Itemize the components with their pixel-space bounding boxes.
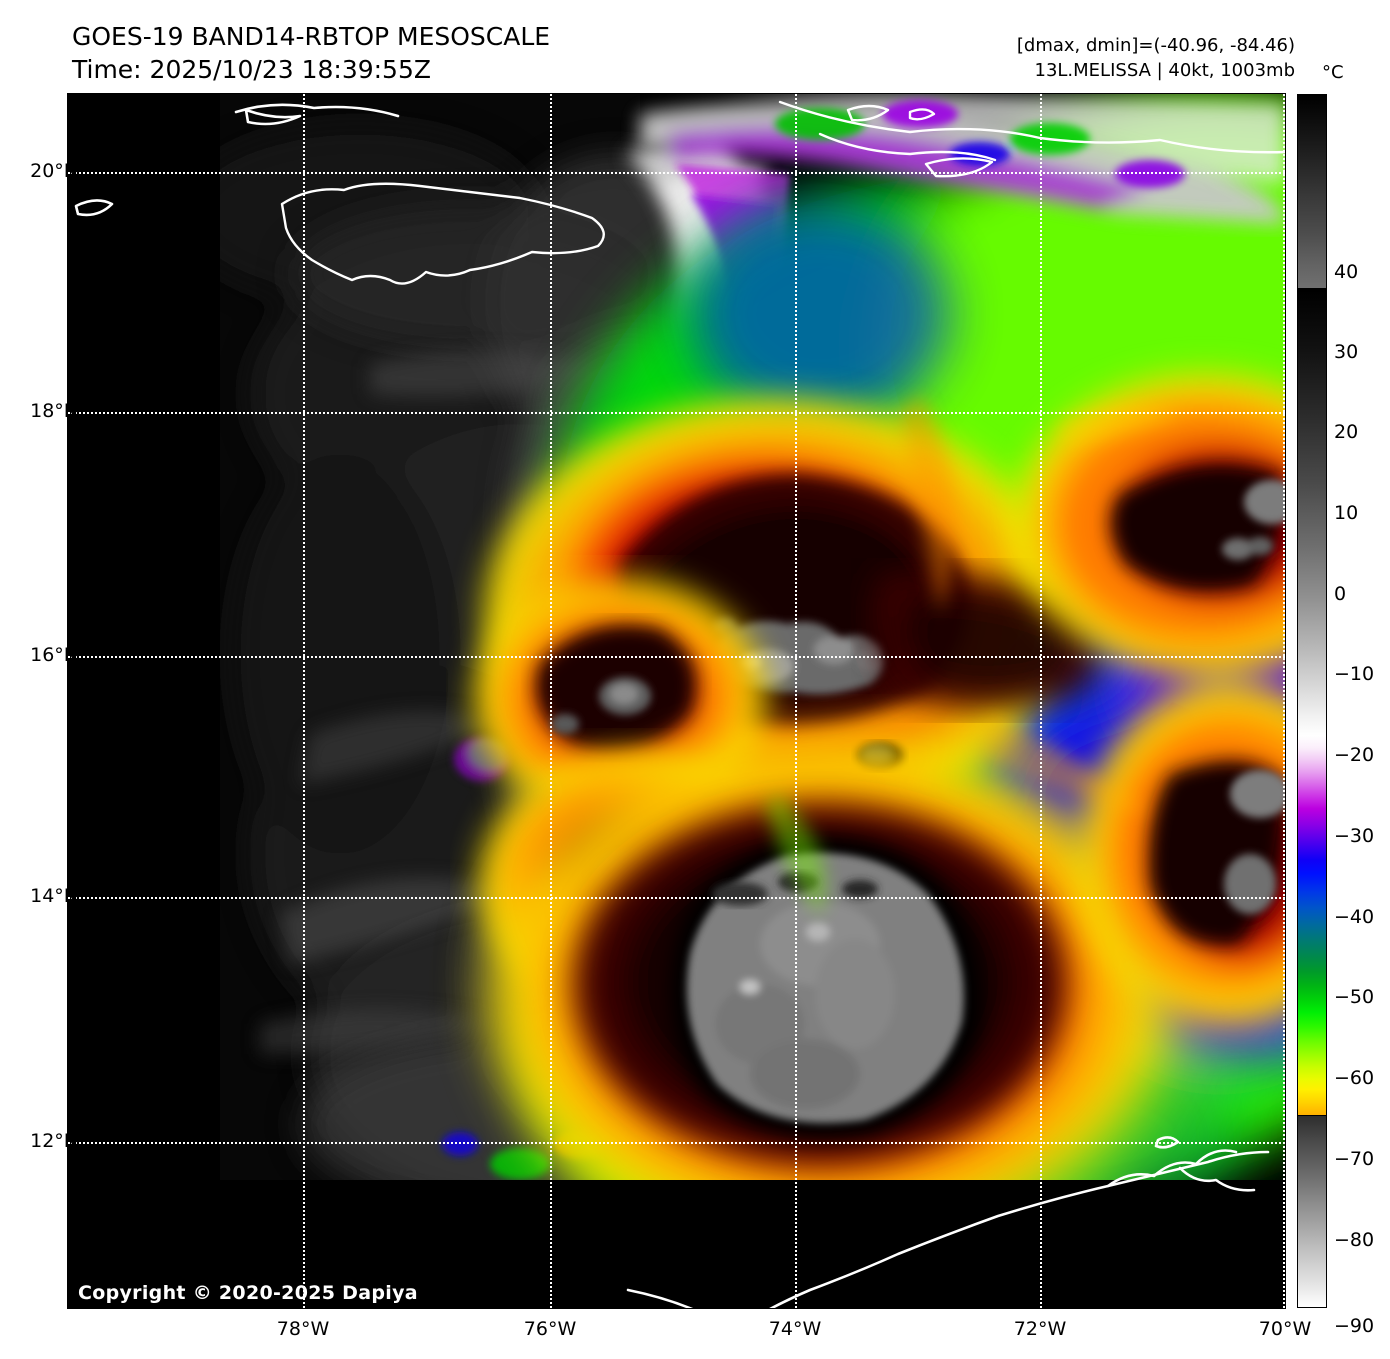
gridline-lat-14	[68, 897, 1285, 899]
storm-info-label: 13L.MELISSA | 40kt, 1003mb	[1034, 60, 1296, 81]
colorbar-tick-neg30: −30	[1334, 825, 1375, 847]
colorbar-tick-neg80: −80	[1334, 1229, 1375, 1251]
copyright-label: Copyright © 2020-2025 Dapiya	[78, 1282, 418, 1304]
gridline-lon-72	[1040, 94, 1042, 1308]
gridline-lon-70	[1283, 94, 1285, 1308]
lon-tick-70w: 70°W	[1258, 1318, 1312, 1340]
lon-tick-72w: 72°W	[1013, 1318, 1067, 1340]
colorbar-unit-label: °C	[1322, 62, 1344, 83]
coastline-overlay-raster	[280, 100, 1285, 285]
lat-tick-14n: 14°N	[30, 885, 78, 907]
lon-tick-78w: 78°W	[276, 1318, 330, 1340]
gridline-lat-20	[68, 172, 1285, 174]
page-title: GOES-19 BAND14-RBTOP MESOSCALE Time: 202…	[72, 20, 550, 86]
gridline-lat-12	[68, 1142, 1285, 1144]
gridline-lon-78	[303, 94, 305, 1308]
colorbar-tick-neg70: −70	[1334, 1148, 1375, 1170]
product-title: GOES-19 BAND14-RBTOP MESOSCALE	[72, 22, 551, 51]
colorbar-tick-20: 20	[1334, 421, 1359, 443]
lon-tick-74w: 74°W	[768, 1318, 822, 1340]
colorbar-tick-10: 10	[1334, 502, 1359, 524]
colorbar-segment-cold-gray	[1297, 1115, 1327, 1308]
gridline-lon-74	[795, 94, 797, 1308]
colorbar-tick-40: 40	[1334, 261, 1359, 283]
colorbar-tick-0: 0	[1334, 583, 1347, 605]
gridline-lat-16	[68, 656, 1285, 658]
colorbar-tick-neg50: −50	[1334, 986, 1375, 1008]
satellite-image-plot	[68, 94, 1285, 1308]
dmax-dmin-label: [dmax, dmin]=(-40.96, -84.46)	[1016, 35, 1295, 56]
lat-tick-12n: 12°N	[30, 1130, 78, 1152]
colorbar-tick-neg20: −20	[1334, 744, 1375, 766]
colorbar-tick-30: 30	[1334, 341, 1359, 363]
colorbar-segment-warm-gray	[1297, 94, 1327, 289]
colorbar-tick-neg40: −40	[1334, 906, 1375, 928]
lon-tick-76w: 76°W	[523, 1318, 577, 1340]
gridline-lon-76	[550, 94, 552, 1308]
timestamp-label: Time: 2025/10/23 18:39:55Z	[72, 55, 431, 84]
colorbar-tick-neg60: −60	[1334, 1067, 1375, 1089]
coastline-overlay-void	[74, 103, 1270, 1308]
lat-tick-18n: 18°N	[30, 400, 78, 422]
metadata-block: [dmax, dmin]=(-40.96, -84.46) 13L.MELISS…	[1017, 33, 1295, 83]
lat-tick-16n: 16°N	[30, 644, 78, 666]
colorbar-tick-neg90: −90	[1334, 1315, 1375, 1337]
colorbar	[1297, 94, 1327, 1308]
gridline-lat-18	[68, 412, 1285, 414]
colorbar-tick-neg10: −10	[1334, 663, 1375, 685]
lat-tick-20n: 20°N	[30, 160, 78, 182]
